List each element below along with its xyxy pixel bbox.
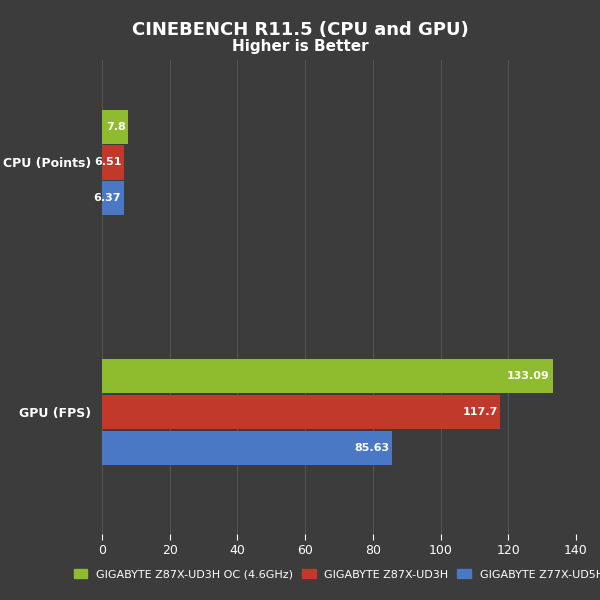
Bar [102,359,553,394]
Text: 6.51: 6.51 [94,157,121,167]
Text: CINEBENCH R11.5 (CPU and GPU): CINEBENCH R11.5 (CPU and GPU) [131,21,469,39]
Text: 7.8: 7.8 [106,122,126,131]
Text: 117.7: 117.7 [463,407,498,417]
Text: Higher is Better: Higher is Better [232,39,368,54]
Bar [102,110,128,143]
Text: 85.63: 85.63 [354,443,389,453]
Bar [102,431,392,465]
Bar [102,181,124,215]
Text: 133.09: 133.09 [507,371,550,382]
Bar [102,145,124,179]
Bar [102,395,500,430]
Legend: GIGABYTE Z87X-UD3H OC (4.6GHz), GIGABYTE Z87X-UD3H, GIGABYTE Z77X-UD5H: GIGABYTE Z87X-UD3H OC (4.6GHz), GIGABYTE… [71,566,600,583]
Text: 6.37: 6.37 [94,193,121,203]
